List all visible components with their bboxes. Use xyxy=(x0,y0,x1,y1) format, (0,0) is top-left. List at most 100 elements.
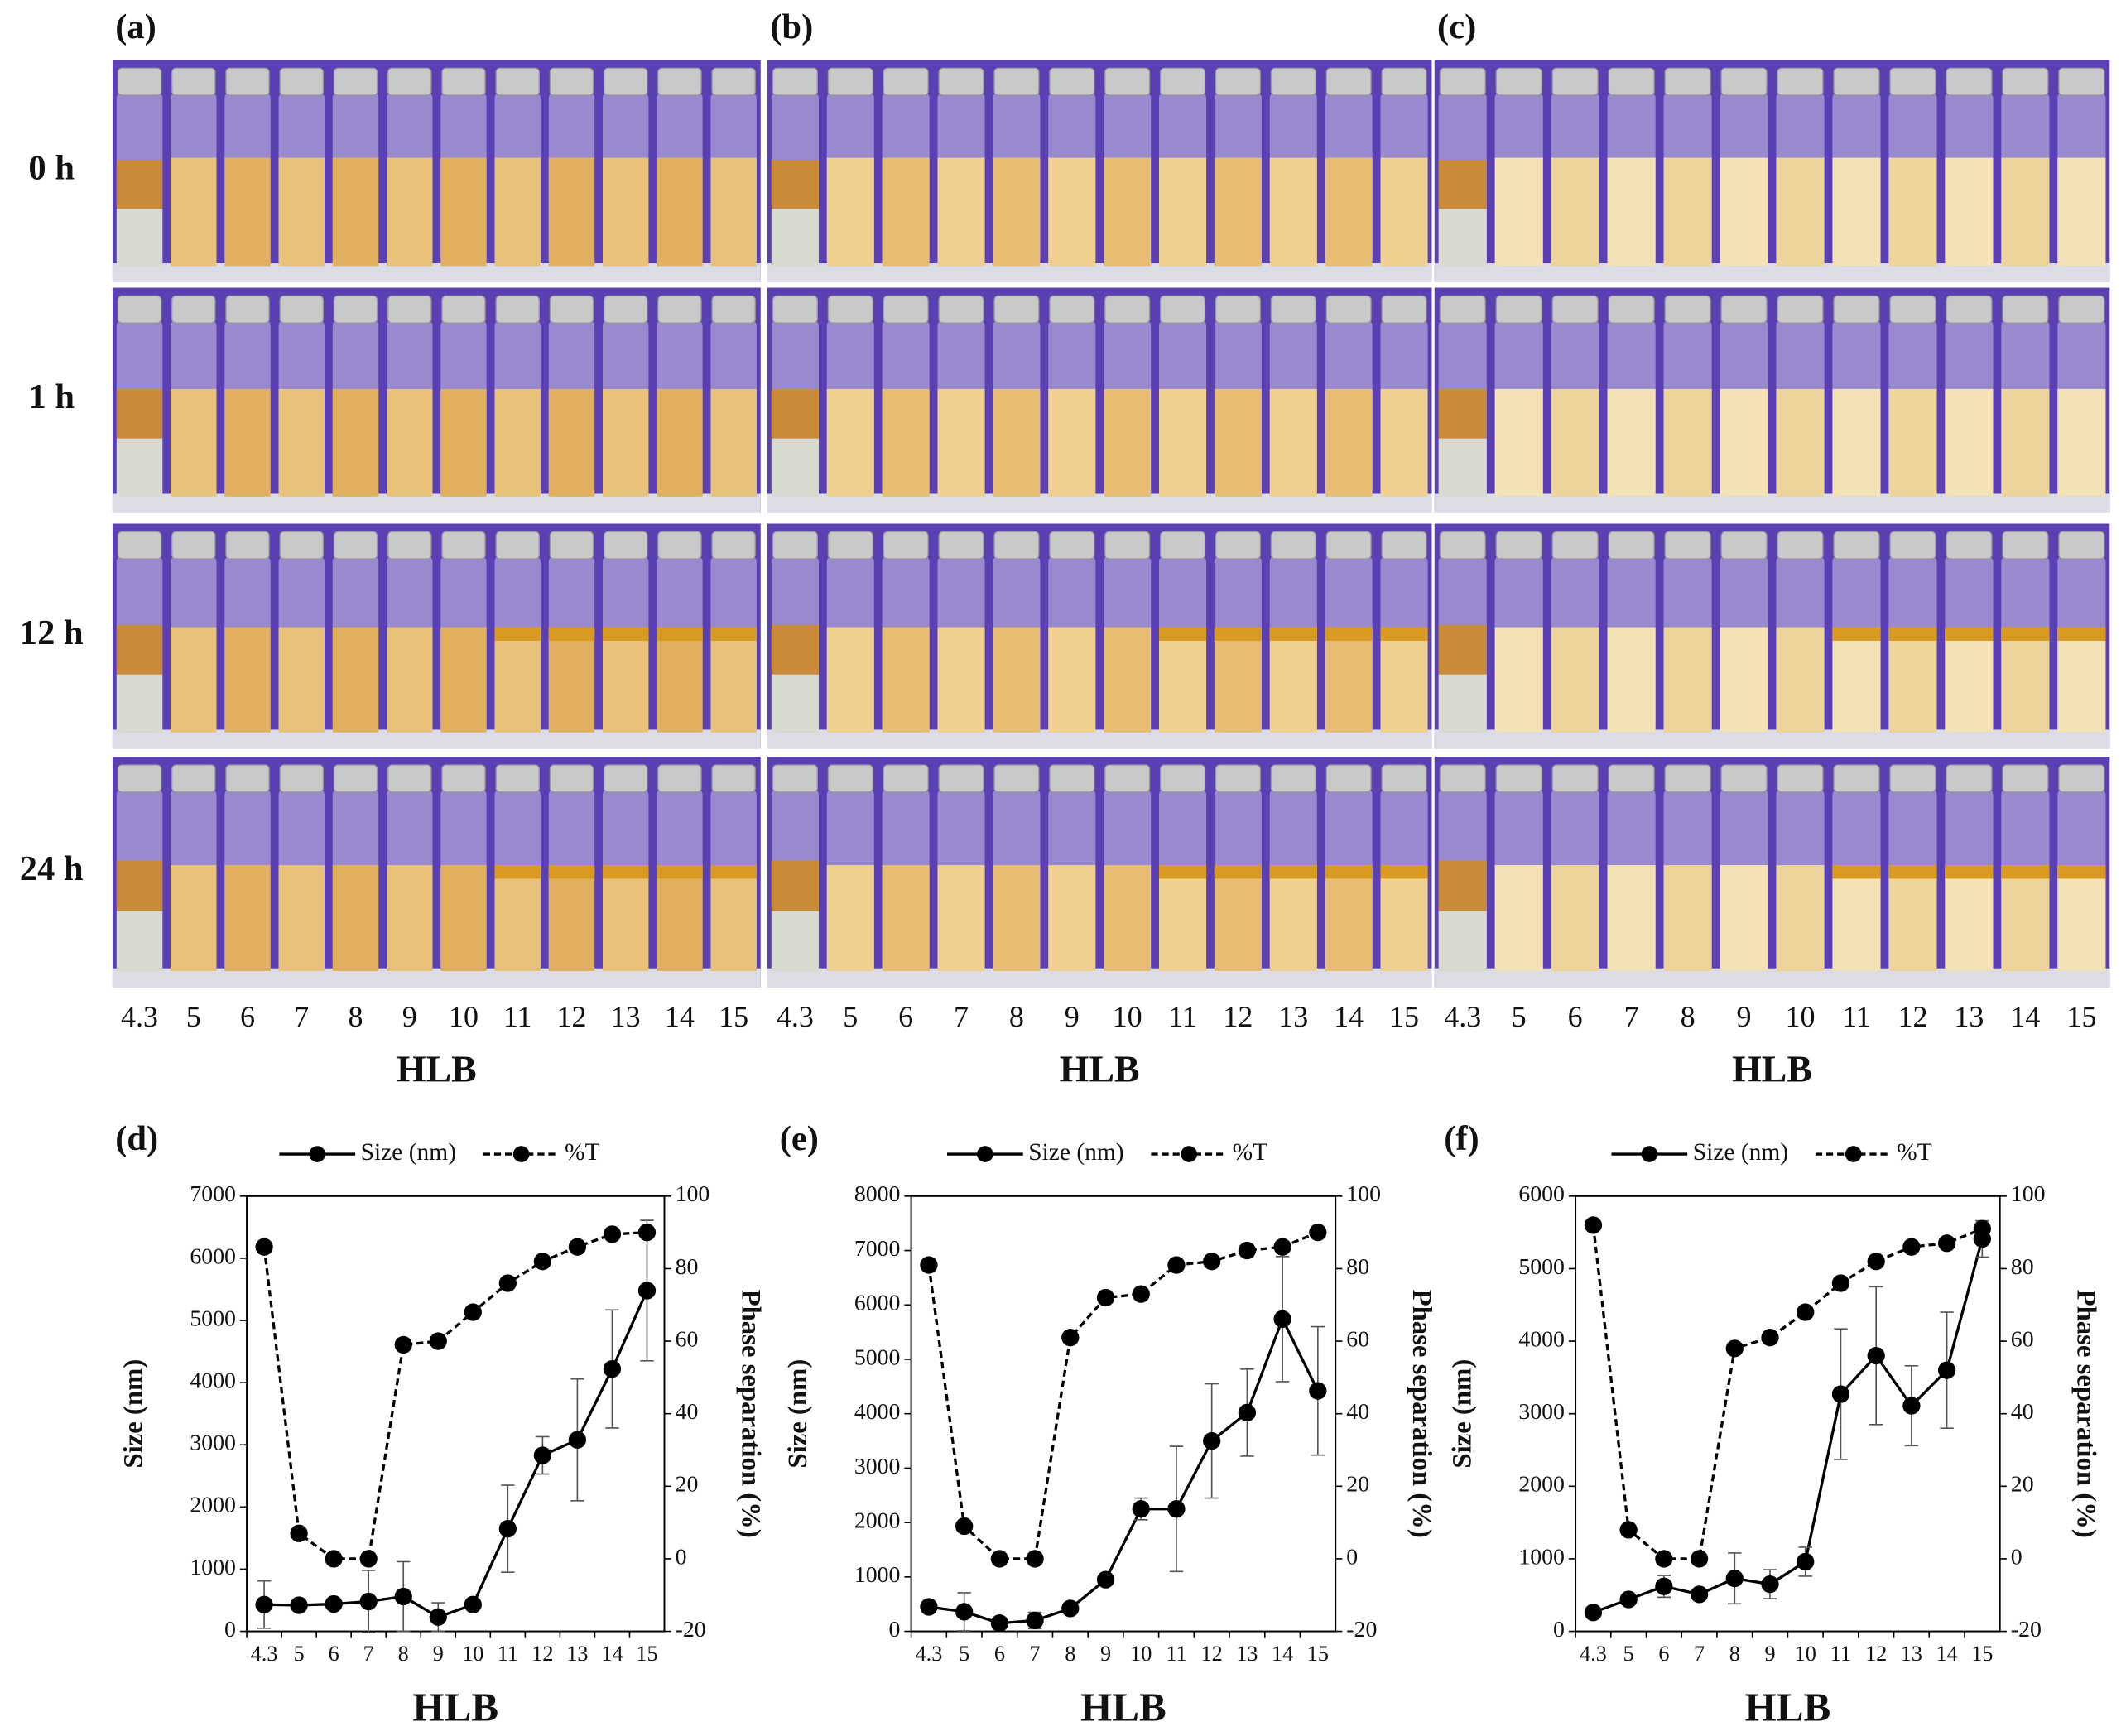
vial-cream-layer xyxy=(657,865,703,879)
photo-bench xyxy=(112,968,761,988)
vial-cap xyxy=(711,295,756,324)
vial-cap xyxy=(1215,67,1261,96)
vial-cap xyxy=(1325,764,1372,793)
data-point xyxy=(1902,1238,1921,1256)
y2-tick-label: 0 xyxy=(676,1544,687,1570)
x-tick-label: 14 xyxy=(601,1642,623,1666)
x-tick-label: 4.3 xyxy=(251,1642,278,1666)
vial-cap xyxy=(171,764,216,793)
vial-liquid xyxy=(1438,160,1487,209)
y-tick-label: 1000 xyxy=(1518,1544,1565,1570)
vial-liquid xyxy=(710,388,757,497)
data-point xyxy=(955,1603,974,1621)
vial-cap xyxy=(938,295,984,324)
vial-cap xyxy=(1381,67,1427,96)
vial-cap xyxy=(1777,67,1824,96)
legend-label: Size (nm) xyxy=(361,1139,456,1166)
y-tick-label: 3000 xyxy=(190,1431,236,1456)
vial-liquid xyxy=(1159,627,1207,733)
vial-liquid xyxy=(1888,157,1937,267)
y-tick-label: 0 xyxy=(224,1617,236,1642)
vial-liquid xyxy=(278,157,325,267)
vial-liquid xyxy=(171,627,217,733)
y2-tick-label: 40 xyxy=(676,1399,699,1425)
vial-cream-layer xyxy=(494,627,541,641)
vial-liquid xyxy=(2057,157,2106,267)
series-line xyxy=(1592,1238,1984,1614)
vial-liquid xyxy=(771,160,819,209)
y-tick-label: 5000 xyxy=(1518,1254,1565,1280)
hlb-label: 9 xyxy=(1065,1000,1080,1033)
vial-liquid xyxy=(1438,438,1487,497)
vial-liquid xyxy=(116,388,163,439)
vial-liquid xyxy=(826,865,874,971)
row-label: 24 h xyxy=(20,849,84,888)
hlb-label: 10 xyxy=(1113,1000,1142,1033)
data-point xyxy=(429,1608,447,1626)
photo-bench xyxy=(1434,493,2110,513)
vial-cap xyxy=(2002,295,2049,324)
panel-label: (d) xyxy=(115,1119,158,1158)
panel-label: (f) xyxy=(1444,1119,1479,1158)
vial-cap xyxy=(1664,531,1711,560)
vial-liquid xyxy=(1380,157,1428,267)
x-tick-label: 11 xyxy=(1830,1642,1851,1666)
data-point xyxy=(464,1595,482,1613)
vial-liquid xyxy=(1663,157,1712,267)
photo-bench xyxy=(112,263,761,282)
vial-liquid xyxy=(1945,388,1994,497)
vial-cap xyxy=(441,67,486,96)
vial-liquid xyxy=(387,627,433,733)
vial-liquid xyxy=(993,627,1041,733)
data-point xyxy=(1061,1329,1080,1347)
vial-liquid xyxy=(1888,865,1937,971)
vial-liquid xyxy=(171,388,217,497)
vial-liquid xyxy=(278,865,325,971)
hlb-label: 6 xyxy=(898,1000,913,1033)
x-tick-label: 5 xyxy=(959,1642,969,1666)
vial-liquid xyxy=(1945,157,1994,267)
x-tick-label: 10 xyxy=(1130,1642,1152,1666)
x-tick-label: 10 xyxy=(1795,1642,1816,1666)
hlb-label: 9 xyxy=(402,1000,417,1033)
vial-liquid xyxy=(2057,388,2106,497)
hlb-label: 6 xyxy=(1568,1000,1583,1033)
vial-cap xyxy=(225,764,270,793)
vial-cream-layer xyxy=(494,865,541,879)
vial-cap xyxy=(1215,764,1261,793)
vial-liquid xyxy=(1494,865,1543,971)
vial-liquid xyxy=(1720,388,1768,497)
vial-cap xyxy=(603,764,648,793)
data-point xyxy=(1973,1219,1991,1238)
vial-liquid xyxy=(2001,865,2050,971)
hlb-label: 14 xyxy=(1334,1000,1364,1033)
vial-liquid xyxy=(171,865,217,971)
data-point xyxy=(255,1238,273,1256)
y2-tick-label: 40 xyxy=(1346,1399,1369,1425)
y2-tick-label: 0 xyxy=(1346,1544,1358,1570)
vial-liquid xyxy=(2057,627,2106,733)
vial-liquid xyxy=(1720,865,1768,971)
x-tick-label: 8 xyxy=(1065,1642,1075,1666)
vial-cream-layer xyxy=(1159,627,1207,641)
data-point xyxy=(1902,1397,1921,1415)
vial-cap xyxy=(711,764,756,793)
photo-background xyxy=(767,60,1432,282)
vial-cap xyxy=(1495,531,1542,560)
vial-cap xyxy=(993,764,1040,793)
x-axis-label: HLB xyxy=(1745,1684,1831,1729)
vial-liquid xyxy=(2001,157,2050,267)
vial-cap xyxy=(827,67,873,96)
photo-background xyxy=(112,60,761,282)
vial-liquid xyxy=(993,865,1041,971)
vial-liquid xyxy=(1494,627,1543,733)
photo-bench xyxy=(767,968,1432,988)
y2-tick-label: -20 xyxy=(1346,1617,1377,1642)
vial-cap xyxy=(1439,531,1486,560)
series-line xyxy=(262,1231,647,1560)
vial-liquid xyxy=(1720,157,1768,267)
photo-background xyxy=(112,523,761,749)
vial-liquid xyxy=(116,860,163,911)
vial-liquid xyxy=(1663,865,1712,971)
